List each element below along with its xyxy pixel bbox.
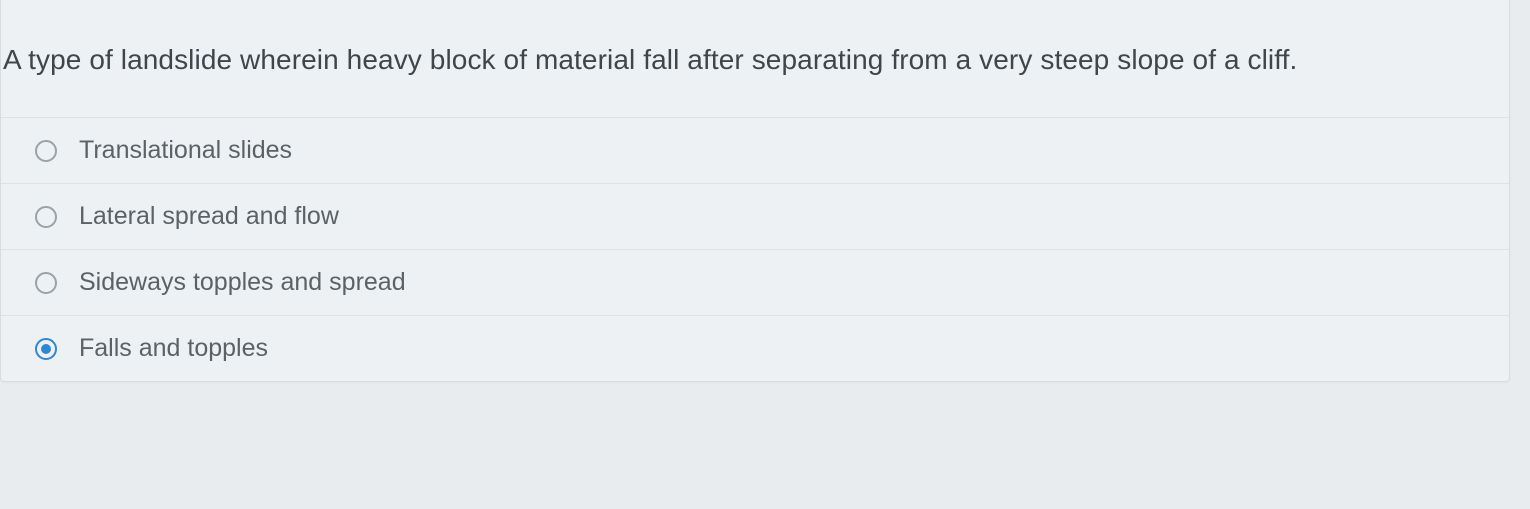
option-row[interactable]: Sideways topples and spread xyxy=(1,249,1509,315)
option-label: Translational slides xyxy=(79,136,292,165)
option-label: Falls and topples xyxy=(79,334,268,363)
question-block: A type of landslide wherein heavy block … xyxy=(1,0,1509,111)
question-text: A type of landslide wherein heavy block … xyxy=(1,38,1479,81)
radio-icon[interactable] xyxy=(35,140,57,162)
option-label: Lateral spread and flow xyxy=(79,202,339,231)
option-row[interactable]: Translational slides xyxy=(1,117,1509,183)
question-card: A type of landslide wherein heavy block … xyxy=(0,0,1510,382)
options-list: Translational slides Lateral spread and … xyxy=(1,117,1509,381)
option-label: Sideways topples and spread xyxy=(79,268,406,297)
option-row[interactable]: Falls and topples xyxy=(1,315,1509,381)
radio-icon[interactable] xyxy=(35,338,57,360)
option-row[interactable]: Lateral spread and flow xyxy=(1,183,1509,249)
radio-icon[interactable] xyxy=(35,272,57,294)
radio-icon[interactable] xyxy=(35,206,57,228)
